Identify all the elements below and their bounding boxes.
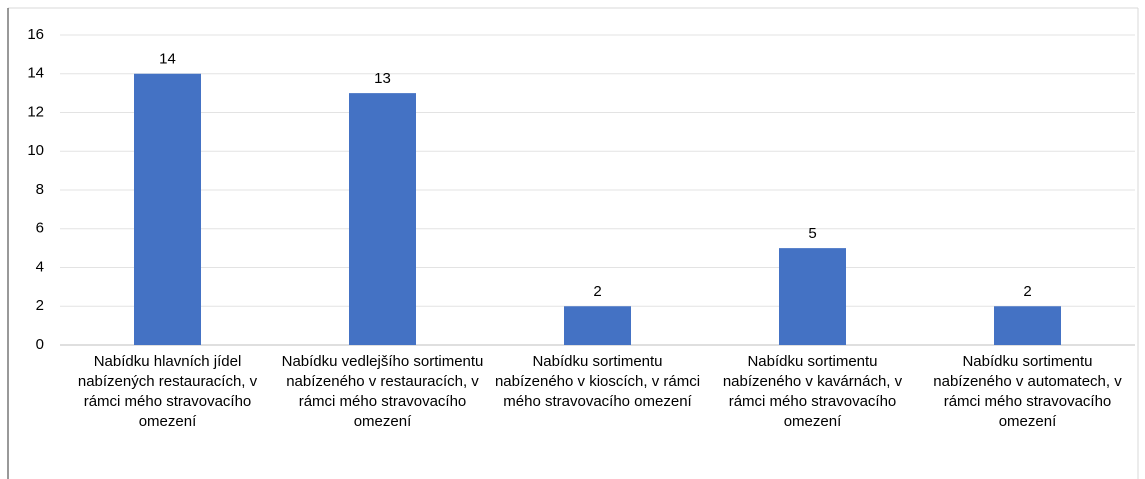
x-tick-label: Nabídku hlavních jídel nabízených restau… [77, 353, 258, 430]
data-label: 14 [159, 51, 176, 68]
bar [994, 306, 1061, 345]
y-tick-label: 8 [36, 181, 44, 198]
x-tick-label: Nabídku vedlejšího sortimentu nabízeného… [281, 353, 484, 430]
bar [134, 73, 201, 345]
x-tick-label: Nabídku sortimentu nabízeného v kavárnác… [722, 353, 903, 430]
x-tick-label: Nabídku sortimentu nabízeného v kioscích… [494, 353, 701, 410]
y-tick-label: 14 [27, 65, 44, 82]
y-tick-label: 16 [27, 26, 44, 43]
y-tick-label: 0 [36, 336, 44, 353]
y-tick-label: 4 [36, 258, 44, 275]
data-label: 2 [1023, 283, 1031, 300]
y-tick-label: 10 [27, 142, 44, 159]
bar [779, 248, 846, 345]
data-label: 5 [808, 225, 816, 242]
x-tick-label: Nabídku sortimentu nabízeného v automate… [933, 353, 1122, 430]
data-label: 2 [593, 283, 601, 300]
bar [349, 93, 416, 345]
data-label: 13 [374, 70, 391, 87]
y-tick-label: 2 [36, 297, 44, 314]
y-tick-label: 6 [36, 220, 44, 237]
y-tick-label: 12 [27, 103, 44, 120]
bar [564, 306, 631, 345]
